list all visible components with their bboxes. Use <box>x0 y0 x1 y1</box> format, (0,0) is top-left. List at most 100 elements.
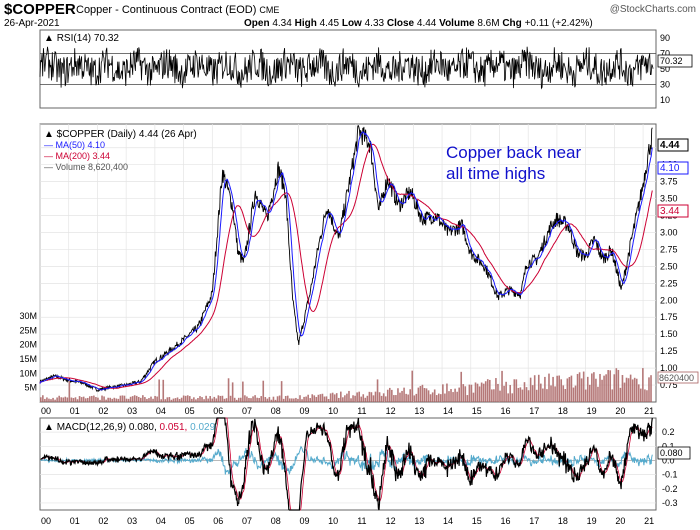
volume-bar <box>495 378 497 402</box>
volume-bar <box>550 385 552 402</box>
volume-bar <box>148 398 150 402</box>
volume-bar <box>372 395 375 402</box>
volume-bar <box>417 387 420 402</box>
volume-tick-label: 25M <box>19 325 37 335</box>
volume-bar <box>358 391 360 402</box>
volume-bar <box>407 394 409 402</box>
volume-bar <box>56 397 58 402</box>
volume-bar <box>133 395 136 402</box>
x-tick-label: 02 <box>98 406 108 416</box>
volume-bar <box>513 379 516 402</box>
x-tick-label: 14 <box>443 406 453 416</box>
volume-bar <box>286 395 289 402</box>
volume-bar <box>605 374 607 402</box>
macd-legend: ▲ MACD(12,26,9) 0.080, 0.051, 0.029 <box>44 422 216 433</box>
volume-bar <box>246 396 248 402</box>
volume-bar <box>325 396 328 402</box>
volume-bar <box>568 376 571 402</box>
volume-bar <box>291 398 293 402</box>
volume-bar <box>570 375 573 402</box>
volume-bar <box>203 399 205 402</box>
volume-bar <box>440 394 442 402</box>
volume-bar <box>617 369 620 402</box>
header-date: 26-Apr-2021 <box>4 18 60 29</box>
volume-tick-label: 15M <box>19 354 37 364</box>
volume-bar <box>403 387 405 402</box>
volume-bar <box>160 399 163 402</box>
volume-bar <box>578 372 581 402</box>
volume-bar <box>427 390 430 402</box>
volume-bar <box>486 379 489 402</box>
volume-bar <box>197 398 199 402</box>
x-tick-label: 10 <box>328 516 338 526</box>
volume-bar <box>305 396 307 402</box>
ohlc-readout: Open 4.34 High 4.45 Low 4.33 Close 4.44 … <box>244 18 593 29</box>
volume-bar <box>129 396 132 402</box>
volume-bar <box>566 378 569 402</box>
price-tick-label: 3.75 <box>660 177 678 187</box>
volume-bar <box>464 386 467 402</box>
volume-bar <box>58 395 60 402</box>
volume-bar <box>631 379 634 402</box>
volume-bar <box>223 398 226 402</box>
volume-bar <box>644 389 646 402</box>
volume-bar <box>172 398 175 402</box>
volume-bar <box>76 399 79 402</box>
volume-bar <box>207 398 209 402</box>
price-tick-label: 1.25 <box>660 346 678 356</box>
volume-bar <box>603 375 605 402</box>
macd-tick-label: 0.0 <box>662 455 675 465</box>
x-tick-label: 13 <box>414 516 424 526</box>
volume-bar <box>264 397 267 402</box>
price-legend: ▲ $COPPER (Daily) 4.44 (26 Apr)— MA(50) … <box>44 129 197 172</box>
ma200-value-label: 3.44 <box>660 206 680 217</box>
ma200-line <box>39 143 653 389</box>
volume-bar <box>72 398 75 402</box>
volume-bar <box>125 398 128 402</box>
x-tick-label: 19 <box>587 516 597 526</box>
rsi-tick-label: 90 <box>660 33 670 43</box>
volume-bar <box>625 377 628 402</box>
macd-tick-label: -0.2 <box>662 484 678 494</box>
volume-bar <box>591 373 593 402</box>
volume-bar <box>309 398 311 402</box>
volume-bar <box>493 389 495 402</box>
volume-bar <box>574 385 577 402</box>
volume-bar <box>319 394 322 402</box>
price-tick-label: 2.00 <box>660 295 678 305</box>
rsi-tick-label: 10 <box>660 95 670 105</box>
volume-bar <box>297 398 299 402</box>
price-x-axis: 00 01 02 03 04 05 06 07 08 09 10 11 12 13 14 15 16 17 18 19… <box>41 406 654 416</box>
volume-tick-label: 5M <box>24 383 37 393</box>
volume-bar <box>166 397 169 402</box>
ma200-value-box <box>657 204 689 218</box>
volume-bar <box>537 374 540 402</box>
x-tick-label: 00 <box>41 406 51 416</box>
volume-bar <box>295 397 297 402</box>
volume-bar <box>533 375 536 402</box>
volume-bar <box>444 393 446 402</box>
x-tick-label: 04 <box>156 406 166 416</box>
x-tick-label: 09 <box>299 516 309 526</box>
volume-bar <box>348 390 350 402</box>
volume-bar <box>386 389 389 402</box>
macd-value-label: 0.080 <box>660 448 683 458</box>
price-legend-entry: — Volume 8,620,400 <box>44 162 128 172</box>
volume-bar <box>127 398 130 402</box>
volume-bar <box>488 379 491 402</box>
volume-bar <box>623 382 626 402</box>
macd-tick-label: 0.2 <box>662 427 675 437</box>
volume-bar <box>466 395 469 402</box>
volume-bar <box>554 386 556 402</box>
volume-bar <box>101 395 103 402</box>
price-panel: 4.254.003.753.503.253.002.752.502.252.00… <box>19 123 699 416</box>
price-tick-label: 2.75 <box>660 244 678 254</box>
volume-bar <box>254 395 256 402</box>
volume-bar <box>646 390 648 402</box>
x-tick-label: 08 <box>271 406 281 416</box>
volume-bar <box>378 392 381 402</box>
price-gridlines <box>39 124 656 402</box>
volume-bar <box>582 371 585 402</box>
volume-bar <box>82 396 85 402</box>
volume-bar <box>111 398 114 402</box>
